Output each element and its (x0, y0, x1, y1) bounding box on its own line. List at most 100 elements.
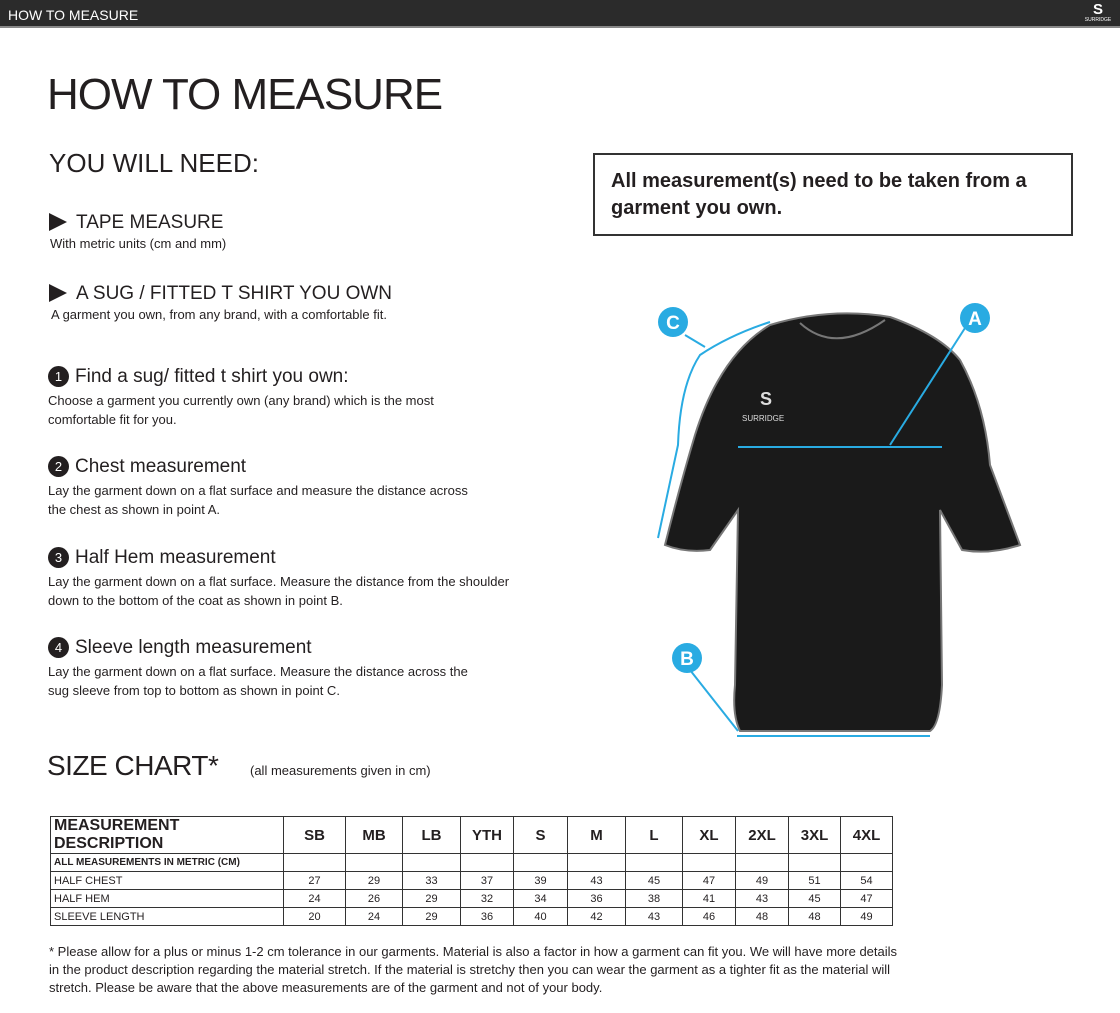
table-cell: 48 (788, 907, 841, 926)
shirt-icon (663, 312, 1022, 732)
empty-cell (513, 853, 568, 872)
empty-cell (625, 853, 683, 872)
table-cell: 43 (625, 907, 683, 926)
table-cell: 39 (513, 871, 568, 890)
need-item-title: A SUG / FITTED T SHIRT YOU OWN (76, 283, 393, 304)
step-text: Lay the garment down on a flat surface. … (48, 574, 510, 608)
size-chart-subtitle: (all measurements given in cm) (250, 763, 431, 778)
column-header: LB (402, 816, 461, 854)
row-label: HALF HEM (50, 889, 284, 908)
table-cell: 46 (682, 907, 736, 926)
table-cell: 49 (735, 871, 789, 890)
column-header: XL (682, 816, 736, 854)
table-row: SLEEVE LENGTH 20 24 29 36 40 42 43 46 48 48 49 (50, 907, 893, 926)
need-item: TAPE MEASURE With metric units (cm and m… (49, 212, 226, 253)
empty-cell (345, 853, 403, 872)
table-cell: 45 (625, 871, 683, 890)
table-row: HALF HEM 24 26 29 32 34 36 38 41 43 45 47 (50, 889, 893, 908)
svg-text:SURRIDGE: SURRIDGE (742, 414, 784, 423)
table-cell: 48 (735, 907, 789, 926)
need-item-text: With metric units (cm and mm) (50, 236, 227, 251)
table-row: HALF CHEST 27 29 33 37 39 43 45 47 49 51 54 (50, 871, 893, 890)
column-header: 4XL (840, 816, 893, 854)
step-text: Lay the garment down on a flat surface a… (48, 483, 468, 517)
table-cell: 47 (682, 871, 736, 890)
table-cell: 49 (840, 907, 893, 926)
label-a: A (968, 309, 982, 330)
table-row: ALL MEASUREMENTS IN METRIC (CM) (50, 853, 893, 872)
table-cell: 27 (283, 871, 346, 890)
label-b: B (680, 649, 694, 670)
need-item-title: TAPE MEASURE (76, 212, 224, 233)
you-will-need-heading: YOU WILL NEED: (49, 148, 259, 178)
step-number-badge: 3 (48, 547, 69, 568)
table-cell: 43 (735, 889, 789, 908)
table-cell: 47 (840, 889, 893, 908)
top-bar: HOW TO MEASURE S SURRIDGE (0, 0, 1120, 28)
table-cell: 45 (788, 889, 841, 908)
table-cell: 29 (345, 871, 403, 890)
step: 3 Half Hem measurement Lay the garment do… (48, 547, 509, 610)
column-header: L (625, 816, 683, 854)
column-header: SB (283, 816, 346, 854)
empty-cell (840, 853, 893, 872)
step-text: Lay the garment down on a flat surface. … (48, 664, 468, 698)
table-cell: 38 (625, 889, 683, 908)
table-cell: 41 (682, 889, 736, 908)
column-header: S (513, 816, 568, 854)
table-cell: 29 (402, 889, 461, 908)
column-header: MB (345, 816, 403, 854)
size-chart-table: MEASUREMENT DESCRIPTION SB MB LB YTH S M L XL 2XL… (50, 816, 893, 926)
step-number-badge: 1 (48, 366, 69, 387)
note-box: All measurement(s) need to be taken from… (593, 153, 1073, 236)
column-header: M (567, 816, 626, 854)
table-cell: 33 (402, 871, 461, 890)
table-cell: 20 (283, 907, 346, 926)
step-text: Choose a garment you currently own (any … (48, 393, 434, 427)
step: 2 Chest measurement Lay the garment down … (48, 456, 468, 519)
table-cell: 51 (788, 871, 841, 890)
empty-cell (402, 853, 461, 872)
table-cell: 43 (567, 871, 626, 890)
empty-cell (682, 853, 736, 872)
table-cell: 40 (513, 907, 568, 926)
table-header-row: MEASUREMENT DESCRIPTION SB MB LB YTH S M L XL 2XL… (50, 816, 893, 854)
step: 4 Sleeve length measurement Lay the garme… (48, 637, 468, 700)
top-bar-title: HOW TO MEASURE (8, 7, 139, 23)
empty-cell (788, 853, 841, 872)
row-label: SLEEVE LENGTH (50, 907, 284, 926)
table-cell: 36 (460, 907, 514, 926)
need-item-text: A garment you own, from any brand, with … (51, 307, 387, 322)
row-label: HALF CHEST (50, 871, 284, 890)
metric-note-cell: ALL MEASUREMENTS IN METRIC (CM) (50, 853, 284, 872)
empty-cell (735, 853, 789, 872)
surridge-logo: S SURRIDGE (1084, 1, 1112, 23)
table-cell: 36 (567, 889, 626, 908)
table-cell: 37 (460, 871, 514, 890)
step: 1 Find a sug/ fitted t shirt you own: Cho… (48, 366, 434, 429)
table-cell: 54 (840, 871, 893, 890)
empty-cell (460, 853, 514, 872)
step-title: Find a sug/ fitted t shirt you own: (75, 366, 349, 387)
step-number-badge: 2 (48, 456, 69, 477)
need-item: A SUG / FITTED T SHIRT YOU OWN A garment… (49, 283, 392, 324)
empty-cell (567, 853, 626, 872)
column-header: YTH (460, 816, 514, 854)
sleeve-measure-line (657, 321, 771, 539)
label-c: C (666, 313, 680, 334)
page-title: HOW TO MEASURE (47, 70, 443, 119)
step-title: Chest measurement (75, 456, 247, 477)
step-number-badge: 4 (48, 637, 69, 658)
empty-cell (283, 853, 346, 872)
table-cell: 29 (402, 907, 461, 926)
step-title: Sleeve length measurement (75, 637, 312, 658)
size-chart-title: SIZE CHART* (47, 750, 219, 781)
step-title: Half Hem measurement (75, 547, 276, 568)
triangle-bullet-icon (49, 213, 67, 231)
table-cell: 34 (513, 889, 568, 908)
shirt-logo: S (760, 389, 772, 409)
column-header: MEASUREMENT DESCRIPTION (50, 816, 284, 854)
table-cell: 26 (345, 889, 403, 908)
footnote: * Please allow for a plus or minus 1-2 c… (49, 944, 898, 995)
table-cell: 24 (283, 889, 346, 908)
